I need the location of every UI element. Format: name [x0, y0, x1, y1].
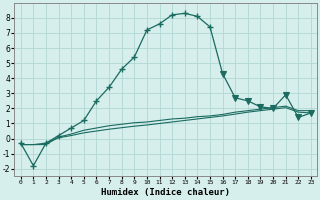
X-axis label: Humidex (Indice chaleur): Humidex (Indice chaleur)	[101, 188, 230, 197]
